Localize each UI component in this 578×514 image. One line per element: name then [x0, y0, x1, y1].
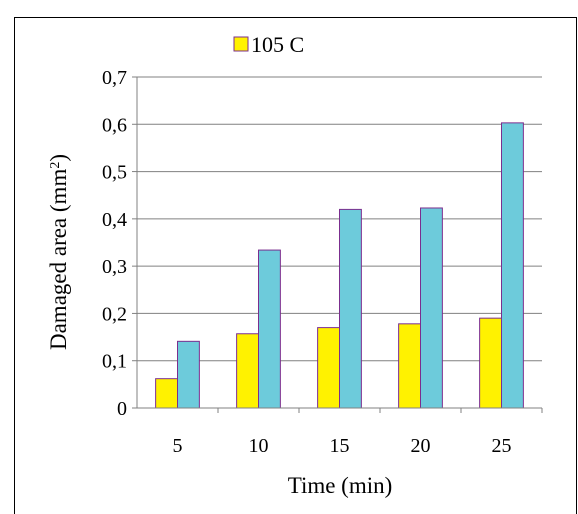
x-axis-title: Time (min): [288, 473, 393, 498]
y-tick-label: 0,4: [102, 209, 127, 231]
y-tick-label: 0,2: [102, 303, 127, 325]
x-tick-label: 20: [411, 435, 431, 457]
y-tick-label: 0,5: [102, 162, 127, 184]
y-tick-label: 0,3: [102, 256, 127, 278]
bar-series1-20: [398, 323, 422, 409]
axes: [136, 77, 542, 409]
y-tick-label: 0: [117, 398, 127, 420]
legend: 105 C: [233, 32, 304, 57]
x-tick-label: 5: [173, 435, 183, 457]
bars: [155, 122, 524, 409]
legend-label-105c: 105 C: [251, 32, 304, 57]
y-axis-title-main: Damaged area (mm: [46, 169, 71, 350]
bar-series2-20: [420, 207, 443, 409]
x-tick-label: 10: [249, 435, 269, 457]
bar-series2-25: [501, 122, 524, 409]
bar-series2-15: [339, 208, 362, 409]
bar-series2-5: [177, 340, 200, 409]
y-axis-title: Damaged area (mm2): [46, 154, 71, 350]
bar-series1-15: [317, 327, 341, 409]
x-tick-labels: 5 10 15 20 25: [173, 408, 543, 457]
y-tick-label: 0,7: [102, 67, 127, 89]
y-tick-label: 0,1: [102, 351, 127, 373]
legend-swatch-105c: [233, 36, 249, 52]
y-axis-title-sup: 2: [48, 162, 63, 169]
chart-frame: [14, 17, 577, 514]
y-axis-title-end: ): [46, 154, 71, 162]
bar-series1-25: [479, 317, 503, 409]
x-tick-label: 15: [330, 435, 350, 457]
y-tick-label: 0,6: [102, 114, 127, 136]
bar-series2-10: [258, 249, 281, 409]
y-tick-labels: 0 0,1 0,2 0,3 0,4 0,5 0,6 0,7: [102, 67, 137, 420]
x-tick-label: 25: [492, 435, 512, 457]
bar-series1-5: [155, 378, 179, 409]
bar-series1-10: [236, 333, 260, 409]
